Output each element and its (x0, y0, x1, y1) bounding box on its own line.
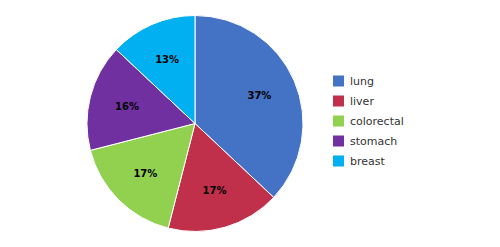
legend-swatch (333, 136, 344, 147)
legend-swatch (333, 156, 344, 167)
chart-svg: 37% 17% 17% 16% 13% lung liver colorectal stomac… (0, 0, 500, 247)
data-labels: 37% 17% 17% 16% 13% (115, 54, 271, 197)
legend-item: colorectal (333, 115, 404, 128)
legend-item: breast (333, 155, 386, 168)
data-label: 13% (155, 54, 179, 65)
legend-label: stomach (350, 135, 397, 148)
data-label: 37% (247, 90, 271, 101)
pie-slices (87, 16, 303, 232)
data-label: 17% (203, 185, 227, 196)
legend-swatch (333, 96, 344, 107)
legend-swatch (333, 76, 344, 87)
data-label: 16% (115, 101, 139, 112)
legend-item: stomach (333, 135, 397, 148)
legend-item: liver (333, 95, 374, 108)
legend-label: liver (350, 95, 374, 108)
legend: lung liver colorectal stomach breast (333, 75, 404, 168)
legend-item: lung (333, 75, 374, 88)
legend-label: lung (350, 75, 374, 88)
legend-label: breast (350, 155, 386, 168)
legend-swatch (333, 116, 344, 127)
data-label: 17% (133, 168, 157, 179)
legend-label: colorectal (350, 115, 404, 128)
